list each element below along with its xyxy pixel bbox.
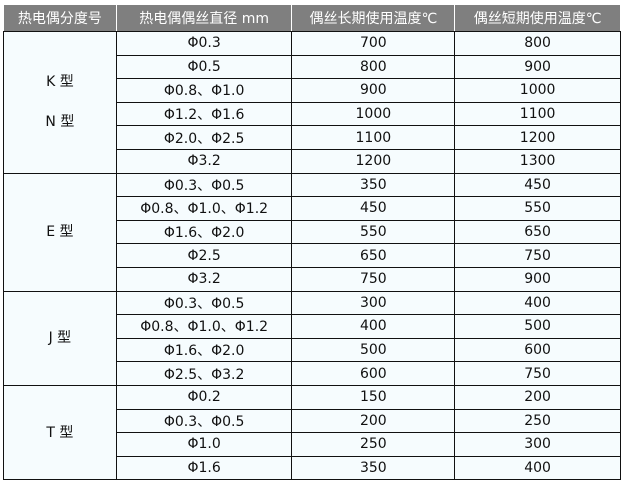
wire-diameter-cell: Φ3.2	[115, 148, 293, 174]
thermocouple-type-label: T 型	[46, 424, 74, 441]
short-term-temp-cell: 750	[454, 361, 621, 386]
table-row: Φ0.3、Φ0.5 200 250	[4, 408, 621, 434]
wire-diameter-cell: Φ0.3、Φ0.5	[115, 408, 293, 434]
short-term-temp-cell: 550	[454, 196, 621, 221]
wire-diameter-cell: Φ0.3、Φ0.5	[115, 290, 293, 316]
table-row: Φ0.8、Φ1.0、Φ1.2 400 500	[4, 314, 621, 339]
short-term-temp-cell: 300	[454, 432, 621, 457]
short-term-temp-cell: 450	[454, 172, 621, 198]
wire-diameter-cell: Φ2.5、Φ3.2	[115, 361, 293, 386]
wire-diameter-cell: Φ0.8、Φ1.0、Φ1.2	[115, 196, 293, 221]
table-row: E 型 Φ0.3、Φ0.5 350 450	[3, 172, 621, 292]
header-long-term-temp: 偶丝长期使用温度℃	[291, 4, 456, 32]
header-short-term-temp: 偶丝短期使用温度℃	[454, 4, 621, 32]
table-row: Φ0.5 800 900	[4, 54, 621, 80]
long-term-temp-cell: 650	[291, 243, 456, 268]
short-term-temp-cell: 1000	[454, 78, 621, 103]
thermocouple-type-cell: K 型 N 型	[3, 31, 117, 174]
thermocouple-type-cell: J 型	[3, 290, 117, 386]
short-term-temp-cell: 1100	[454, 101, 621, 127]
thermocouple-table: 热电偶分度号 热电偶偶丝直径 mm 偶丝长期使用温度℃ 偶丝短期使用温度℃ K …	[3, 4, 621, 481]
wire-diameter-cell: Φ1.6	[115, 455, 293, 481]
table-row: Φ2.5、Φ3.2 600 750	[4, 361, 621, 386]
short-term-temp-cell: 1300	[454, 148, 621, 174]
long-term-temp-cell: 200	[291, 408, 456, 434]
wire-diameter-cell: Φ1.0	[115, 432, 293, 457]
long-term-temp-cell: 150	[291, 384, 456, 410]
long-term-temp-cell: 800	[291, 54, 456, 80]
table-row: T 型 Φ0.2 150 200	[3, 384, 621, 481]
long-term-temp-cell: 700	[291, 31, 456, 56]
header-row: 热电偶分度号 热电偶偶丝直径 mm 偶丝长期使用温度℃ 偶丝短期使用温度℃	[3, 4, 621, 32]
short-term-temp-cell: 500	[454, 314, 621, 339]
table-row: Φ0.8、Φ1.0 900 1000	[4, 78, 621, 103]
wire-diameter-cell: Φ2.0、Φ2.5	[115, 125, 293, 150]
long-term-temp-cell: 300	[291, 290, 456, 316]
table-row: Φ1.2、Φ1.6 1000 1100	[4, 101, 621, 127]
wire-diameter-cell: Φ2.5	[115, 243, 293, 268]
wire-diameter-cell: Φ0.5	[115, 54, 293, 80]
long-term-temp-cell: 400	[291, 314, 456, 339]
thermocouple-type-label: K 型	[46, 74, 74, 91]
thermocouple-type-cell: T 型	[3, 384, 117, 481]
table-row: Φ2.5 650 750	[4, 243, 621, 268]
short-term-temp-cell: 900	[454, 266, 621, 292]
long-term-temp-cell: 1000	[291, 101, 456, 127]
table-row: Φ2.0、Φ2.5 1100 1200	[4, 125, 621, 150]
short-term-temp-cell: 650	[454, 219, 621, 245]
long-term-temp-cell: 350	[291, 172, 456, 198]
table-row: Φ1.0 250 300	[4, 432, 621, 457]
thermocouple-type-label: E 型	[46, 224, 74, 241]
wire-diameter-cell: Φ0.8、Φ1.0	[115, 78, 293, 103]
long-term-temp-cell: 350	[291, 455, 456, 481]
short-term-temp-cell: 600	[454, 337, 621, 363]
short-term-temp-cell: 750	[454, 243, 621, 268]
thermocouple-type-cell: E 型	[3, 172, 117, 292]
short-term-temp-cell: 900	[454, 54, 621, 80]
long-term-temp-cell: 450	[291, 196, 456, 221]
short-term-temp-cell: 200	[454, 384, 621, 410]
wire-diameter-cell: Φ0.2	[115, 384, 293, 410]
header-type: 热电偶分度号	[3, 4, 117, 32]
long-term-temp-cell: 1200	[291, 148, 456, 174]
header-diameter: 热电偶偶丝直径 mm	[115, 4, 293, 32]
long-term-temp-cell: 750	[291, 266, 456, 292]
long-term-temp-cell: 250	[291, 432, 456, 457]
table-row: Φ3.2 1200 1300	[4, 148, 621, 174]
short-term-temp-cell: 400	[454, 290, 621, 316]
table-row: K 型 N 型 Φ0.3 700 800	[3, 31, 621, 174]
table-row: Φ1.6、Φ2.0 550 650	[4, 219, 621, 245]
table-row: Φ1.6、Φ2.0 500 600	[4, 337, 621, 363]
wire-diameter-cell: Φ1.2、Φ1.6	[115, 101, 293, 127]
wire-diameter-cell: Φ3.2	[115, 266, 293, 292]
thermocouple-type-label: J 型	[48, 330, 72, 347]
short-term-temp-cell: 250	[454, 408, 621, 434]
table-row: Φ3.2 750 900	[4, 266, 621, 292]
long-term-temp-cell: 1100	[291, 125, 456, 150]
wire-diameter-cell: Φ1.6、Φ2.0	[115, 219, 293, 245]
table-row: Φ0.8、Φ1.0、Φ1.2 450 550	[4, 196, 621, 221]
short-term-temp-cell: 1200	[454, 125, 621, 150]
wire-diameter-cell: Φ0.3、Φ0.5	[115, 172, 293, 198]
long-term-temp-cell: 550	[291, 219, 456, 245]
table-row: Φ1.6 350 400	[4, 455, 621, 481]
short-term-temp-cell: 400	[454, 455, 621, 481]
long-term-temp-cell: 600	[291, 361, 456, 386]
wire-diameter-cell: Φ0.8、Φ1.0、Φ1.2	[115, 314, 293, 339]
table-row: J 型 Φ0.3、Φ0.5 300 400	[3, 290, 621, 386]
thermocouple-type-label: N 型	[45, 114, 75, 131]
wire-diameter-cell: Φ1.6、Φ2.0	[115, 337, 293, 363]
long-term-temp-cell: 900	[291, 78, 456, 103]
wire-diameter-cell: Φ0.3	[115, 31, 293, 56]
long-term-temp-cell: 500	[291, 337, 456, 363]
short-term-temp-cell: 800	[454, 31, 621, 56]
